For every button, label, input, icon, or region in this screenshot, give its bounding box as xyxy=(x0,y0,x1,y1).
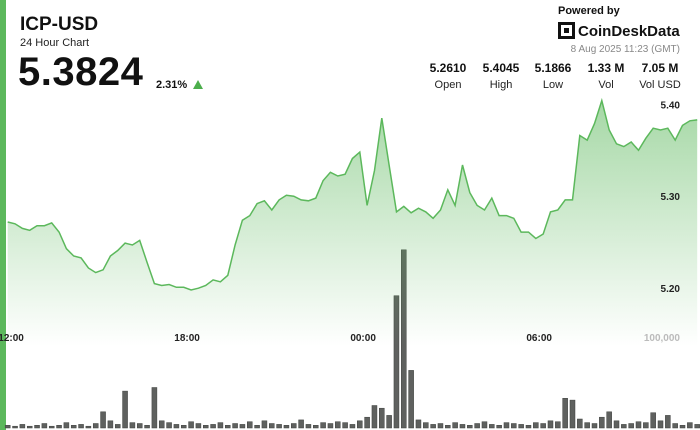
stat: 7.05 M Vol USD xyxy=(630,61,690,91)
change: 2.31% xyxy=(156,79,188,91)
y-tick-label: 5.20 xyxy=(661,284,681,295)
x-tick-label: 12:00 xyxy=(0,333,24,344)
x-tick-label: 06:00 xyxy=(526,333,552,344)
y-tick-label: 5.40 xyxy=(661,100,681,111)
x-tick-label: 18:00 xyxy=(174,333,200,344)
stat-label: Low xyxy=(542,79,564,91)
subtitle: 24 Hour Chart xyxy=(20,37,90,49)
stat: 1.33 M Vol xyxy=(576,61,636,91)
stat: 5.1866 Low xyxy=(523,61,583,91)
stat: 5.4045 High xyxy=(471,61,531,91)
price-line xyxy=(7,97,698,291)
area-fill xyxy=(7,100,698,428)
stat-value: 5.4045 xyxy=(482,61,520,75)
brand: CoinDeskData xyxy=(578,23,680,40)
stat: 5.2610 Open xyxy=(418,61,478,91)
y-tick-label: 5.30 xyxy=(661,192,681,203)
price: 5.3824 xyxy=(18,50,144,94)
stat-label: High xyxy=(489,79,513,91)
left-accent xyxy=(0,0,6,430)
stat-label: Vol USD xyxy=(639,79,681,91)
stat-value: 1.33 M xyxy=(587,61,625,75)
x-tick-label: 00:00 xyxy=(350,333,376,344)
stat-label: Vol xyxy=(598,79,614,91)
powered-by: Powered by xyxy=(558,5,620,17)
stat-label: Open xyxy=(434,79,462,91)
volume-tick-label: 100,000 xyxy=(644,333,681,344)
stat-value: 7.05 M xyxy=(641,61,679,75)
brand-logo xyxy=(558,22,575,39)
up-arrow xyxy=(193,80,203,89)
stat-value: 5.2610 xyxy=(429,61,467,75)
title: ICP-USD xyxy=(20,14,99,35)
timestamp: 8 Aug 2025 11:23 (GMT) xyxy=(570,44,680,55)
stat-value: 5.1866 xyxy=(534,61,572,75)
